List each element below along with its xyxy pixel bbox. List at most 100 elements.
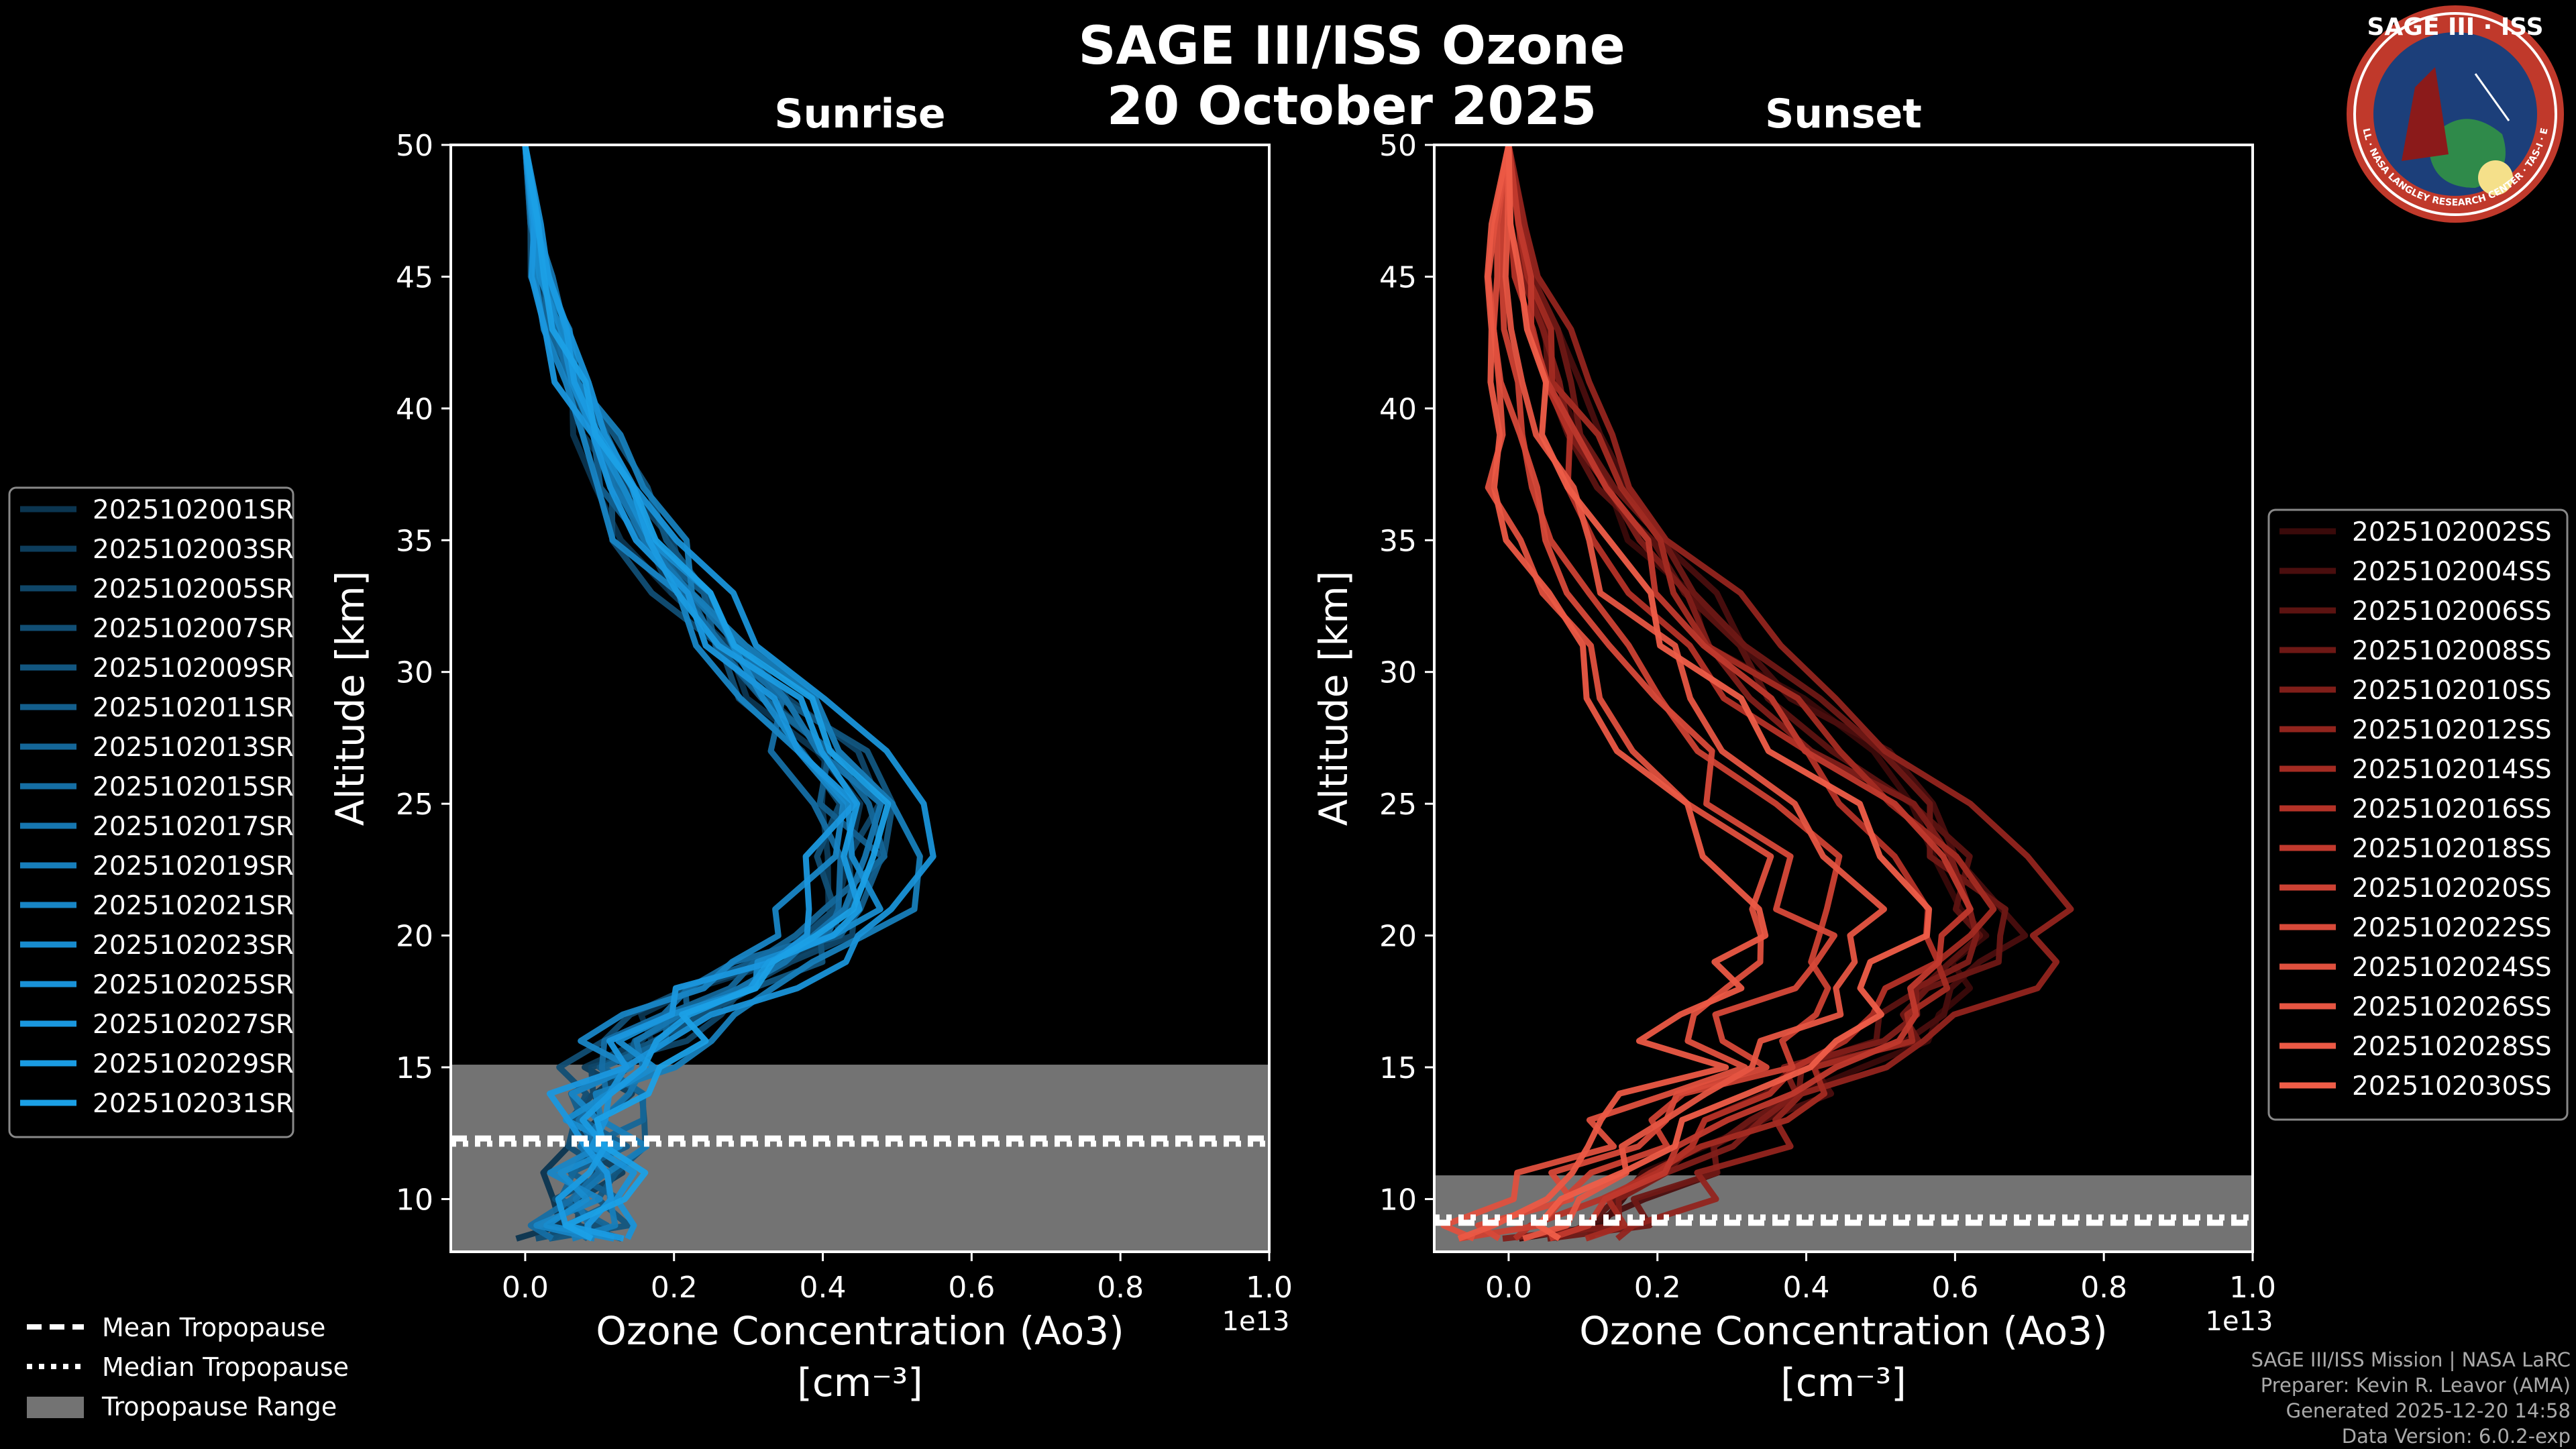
series-line-2025102028SS bbox=[1457, 145, 1769, 1242]
legend-entry: 2025102003SR bbox=[93, 535, 294, 565]
footer-line-2: Preparer: Kevin R. Leavor (AMA) bbox=[2261, 1374, 2571, 1397]
x-tick-label: 0.2 bbox=[651, 1271, 698, 1305]
legend-entry: 2025102016SS bbox=[2352, 794, 2552, 824]
x-tick-label: 0.0 bbox=[1485, 1271, 1532, 1305]
median-tropopause-label: Median Tropopause bbox=[102, 1352, 349, 1382]
footer-credits: SAGE III/ISS Mission | NASA LaRC Prepare… bbox=[2251, 1348, 2571, 1448]
x-axis-unit: [cm⁻³] bbox=[1780, 1360, 1907, 1405]
legend-entry: 2025102009SR bbox=[93, 653, 294, 684]
y-tick-label: 25 bbox=[396, 788, 433, 822]
logo-sun bbox=[2478, 160, 2513, 195]
legend-entry: 2025102020SS bbox=[2352, 873, 2552, 904]
legend-entry: 2025102029SR bbox=[93, 1049, 294, 1079]
tropopause-range-label: Tropopause Range bbox=[101, 1392, 337, 1421]
legend-entry: 2025102023SR bbox=[93, 930, 294, 961]
x-tick-label: 0.2 bbox=[1634, 1271, 1681, 1305]
sunrise-legend: 2025102001SR 2025102003SR 2025102005SR 2025… bbox=[8, 486, 294, 1138]
series-group bbox=[515, 145, 936, 1242]
legend-entry: 2025102002SS bbox=[2352, 517, 2552, 547]
legend-box bbox=[2267, 508, 2569, 1121]
series-group bbox=[1440, 145, 2074, 1242]
x-tick-label: 0.8 bbox=[2080, 1271, 2127, 1305]
figure-title: SAGE III/ISS Ozone bbox=[1078, 16, 1625, 76]
x-multiplier: 1e13 bbox=[1222, 1306, 1290, 1337]
legend-entry: 2025102015SR bbox=[93, 772, 294, 802]
y-tick-label: 30 bbox=[396, 656, 433, 690]
legend-entry: 2025102011SR bbox=[93, 693, 294, 723]
plot-frame bbox=[449, 144, 1271, 1253]
legend-entry: 2025102007SR bbox=[93, 614, 294, 644]
legend-entry: 2025102004SS bbox=[2352, 557, 2552, 587]
y-tick-label: 35 bbox=[1379, 524, 1417, 558]
series-line-2025102026SS bbox=[1502, 145, 1887, 1242]
legend-entry: 2025102028SS bbox=[2352, 1032, 2552, 1062]
legend-entry: 2025102024SS bbox=[2352, 953, 2552, 983]
legend-entry: 2025102006SS bbox=[2352, 596, 2552, 627]
series-line-2025102024SS bbox=[1440, 145, 1774, 1242]
logo-figure bbox=[2402, 67, 2449, 161]
series-line-2025102012SS bbox=[1505, 145, 2074, 1241]
legend-entry: 2025102012SS bbox=[2352, 715, 2552, 745]
series-line-2025102027SR bbox=[522, 145, 858, 1240]
panel-title: Sunrise bbox=[774, 91, 945, 138]
legend-entry: 2025102026SS bbox=[2352, 992, 2552, 1022]
y-tick-label: 35 bbox=[396, 524, 433, 558]
legend-entry: 2025102018SS bbox=[2352, 834, 2552, 864]
series-line-2025102018SS bbox=[1505, 145, 1974, 1242]
series-line-2025102030SS bbox=[1505, 145, 1933, 1242]
legend-entry: 2025102030SS bbox=[2352, 1071, 2552, 1102]
y-tick-label: 45 bbox=[396, 260, 433, 294]
legend-entry: 2025102021SR bbox=[93, 891, 294, 921]
x-tick-label: 0.4 bbox=[800, 1271, 847, 1305]
legend-entry: 2025102025SR bbox=[93, 970, 294, 1000]
series-line-2025102020SS bbox=[1458, 145, 1843, 1242]
y-tick-label: 30 bbox=[1379, 656, 1417, 690]
sunrise-panel: 0.0 0.2 0.4 0.6 0.8 1.0 10 15 20 25 30 35 40 45 50 1e13… bbox=[327, 91, 1293, 1405]
x-axis-unit: [cm⁻³] bbox=[797, 1360, 923, 1405]
x-tick-label: 0.8 bbox=[1097, 1271, 1144, 1305]
x-axis-label: Ozone Concentration (Ao3) bbox=[596, 1308, 1124, 1354]
legend-entry: 2025102005SR bbox=[93, 574, 294, 604]
y-tick-label: 25 bbox=[1379, 788, 1417, 822]
footer-line-4: Data Version: 6.0.2-exp bbox=[2342, 1425, 2571, 1448]
y-tick-label: 15 bbox=[1379, 1051, 1417, 1085]
y-tick-label: 50 bbox=[1379, 129, 1417, 163]
sunset-legend: 2025102002SS 2025102004SS 2025102006SS 2025… bbox=[2267, 508, 2569, 1121]
legend-entry: 2025102010SS bbox=[2352, 676, 2552, 706]
logo-ring-border bbox=[2353, 12, 2557, 216]
legend-entry: 2025102008SS bbox=[2352, 636, 2552, 666]
legend-entry: 2025102014SS bbox=[2352, 755, 2552, 785]
legend-entry: 2025102013SR bbox=[93, 733, 294, 763]
y-tick-label: 50 bbox=[396, 129, 433, 163]
y-tick-label: 20 bbox=[1379, 920, 1417, 954]
tropopause-legend: Mean Tropopause Median Tropopause Tropop… bbox=[27, 1313, 349, 1421]
x-tick-label: 1.0 bbox=[2229, 1271, 2276, 1305]
series-line-2025102014SS bbox=[1505, 145, 1997, 1242]
x-multiplier: 1e13 bbox=[2206, 1306, 2273, 1337]
plot-frame bbox=[1433, 144, 2254, 1253]
x-tick-label: 0.6 bbox=[948, 1271, 995, 1305]
y-tick-label: 40 bbox=[1379, 392, 1417, 427]
logo-station bbox=[2474, 73, 2510, 121]
sunset-panel: 0.0 0.2 0.4 0.6 0.8 1.0 10 15 20 25 30 35 40 45 50 1e13… bbox=[1311, 91, 2276, 1405]
legend-entry: 2025102019SR bbox=[93, 851, 294, 881]
tropopause-range-swatch bbox=[27, 1397, 84, 1418]
x-axis-label: Ozone Concentration (Ao3) bbox=[1579, 1308, 2108, 1354]
footer-line-3: Generated 2025-12-20 14:58 bbox=[2286, 1399, 2571, 1422]
x-tick-label: 0.6 bbox=[1931, 1271, 1978, 1305]
series-line-2025102029SR bbox=[522, 145, 863, 1242]
y-axis-label: Altitude [km] bbox=[1311, 571, 1356, 826]
series-line-2025102031SR bbox=[522, 145, 892, 1242]
y-tick-label: 40 bbox=[396, 392, 433, 427]
y-tick-label: 10 bbox=[396, 1183, 433, 1217]
logo-title: SAGE III · ISS bbox=[2367, 13, 2543, 41]
legend-entry: 2025102022SS bbox=[2352, 913, 2552, 943]
series-line-2025102022SS bbox=[1475, 145, 1837, 1242]
y-tick-label: 45 bbox=[1379, 260, 1417, 294]
legend-entry: 2025102001SR bbox=[93, 495, 294, 525]
footer-line-1: SAGE III/ISS Mission | NASA LaRC bbox=[2251, 1348, 2571, 1371]
x-tick-label: 0.0 bbox=[502, 1271, 549, 1305]
x-tick-label: 0.4 bbox=[1783, 1271, 1830, 1305]
legend-entry: 2025102027SR bbox=[93, 1010, 294, 1040]
